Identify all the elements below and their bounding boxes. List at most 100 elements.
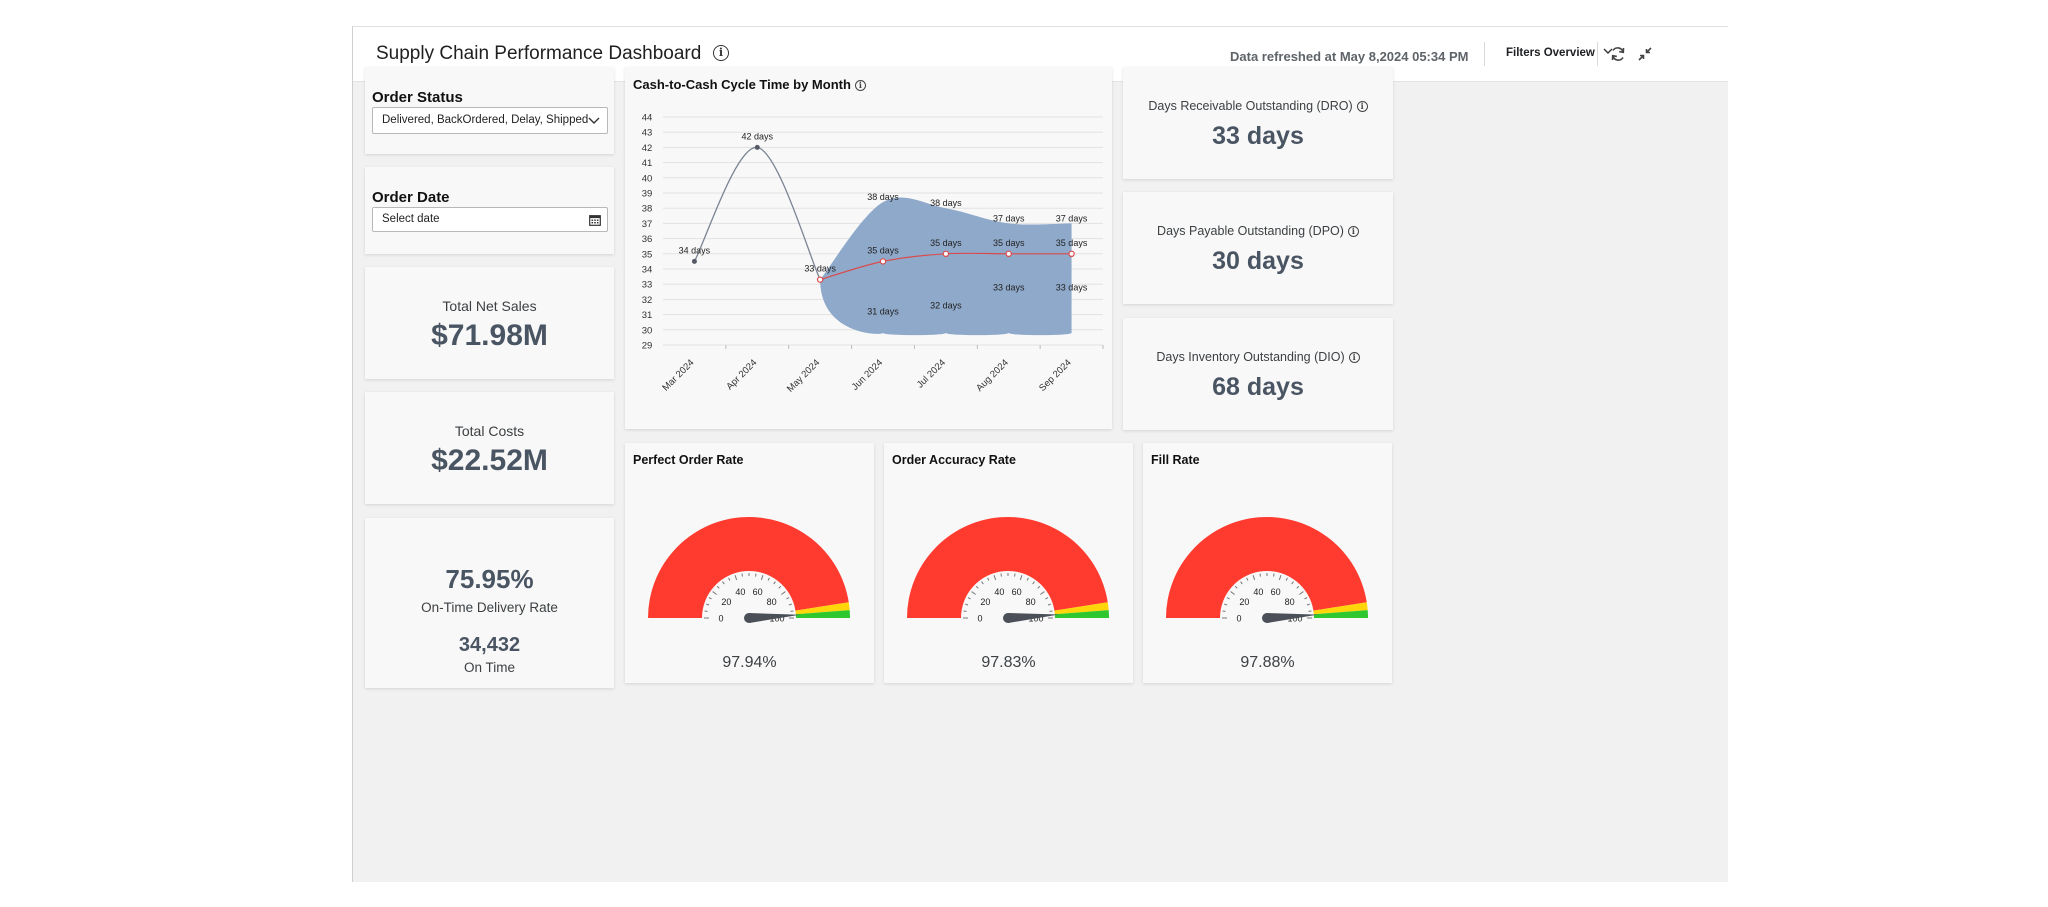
dio-card: Days Inventory Outstanding (DIO) i 68 day… (1123, 318, 1393, 430)
gauge-tick-label: 20 (980, 597, 990, 607)
perfect-order-rate-value: 97.94% (722, 654, 777, 671)
x-tick-label: Jun 2024 (850, 357, 885, 392)
refresh-icon[interactable] (1608, 44, 1628, 64)
on-time-count-value: 34,432 (458, 634, 521, 656)
gauge-tick-mark (971, 591, 976, 595)
dio-label-text: Days Inventory Outstanding (DIO) (1156, 350, 1345, 364)
order-status-filter-card: Order Status Delivered, BackOrdered, Del… (365, 67, 614, 154)
gauge-tick-label: 20 (721, 597, 731, 607)
header-divider (1484, 42, 1485, 66)
gauge-tick-mark (1234, 585, 1238, 589)
gauge-tick-label: 40 (1253, 587, 1263, 597)
dio-label: Days Inventory Outstanding (DIO) i (1123, 350, 1393, 364)
actual-data-label: 34 days (679, 245, 711, 255)
actual-point (691, 258, 697, 264)
order-status-value: Delivered, BackOrdered, Delay, Shipped (382, 114, 589, 126)
order-accuracy-rate-gauge: 0 20 40 60 80 100 (907, 517, 1109, 624)
dpo-label: Days Payable Outstanding (DPO) i (1123, 224, 1393, 238)
forecast-upper-label: 37 days (1056, 213, 1088, 223)
forecast-lower-label: 32 days (930, 300, 962, 310)
chevron-down-icon (588, 117, 600, 124)
info-icon[interactable]: i (1348, 352, 1360, 363)
gauge-tick-mark (1278, 575, 1282, 581)
order-date-input[interactable]: Select date (372, 207, 608, 232)
gauge-tick-mark (1226, 597, 1230, 600)
forecast-lower-label: 33 days (993, 282, 1025, 292)
gauge-tick-mark (760, 575, 764, 581)
x-tick-label: May 2024 (785, 357, 822, 394)
gauge-tick-label: 0 (718, 614, 723, 624)
gauge-tick-mark (722, 581, 725, 585)
forecast-data-label: 35 days (930, 238, 962, 248)
gauge-tick-mark (1026, 577, 1029, 581)
forecast-point (879, 258, 887, 265)
forecast-point (1005, 250, 1012, 257)
y-tick-label: 40 (642, 173, 653, 184)
y-tick-label: 30 (642, 325, 653, 336)
dro-label: Days Receivable Outstanding (DRO) i (1123, 99, 1393, 113)
fill-rate-value: 97.88% (1240, 654, 1295, 671)
calendar-icon[interactable] (589, 214, 601, 226)
gauge-tick-mark (1240, 581, 1243, 585)
forecast-lower-label: 31 days (867, 306, 899, 316)
y-tick-label: 44 (642, 113, 653, 124)
gauge-tick-mark (967, 597, 971, 600)
cash-cycle-chart-title: Cash-to-Cash Cycle Time by Month i (633, 77, 866, 92)
y-tick-label: 42 (642, 143, 653, 154)
gauge-band (1054, 610, 1109, 618)
cash-cycle-chart-card: Cash-to-Cash Cycle Time by Month i 29 30 31… (625, 67, 1112, 429)
total-costs-card: Total Costs $22.52M (365, 392, 614, 504)
chevron-down-icon (1603, 48, 1613, 54)
forecast-point (816, 276, 824, 283)
dashboard-window: Supply Chain Performance Dashboard i Dat… (352, 26, 1728, 882)
total-net-sales-card: Total Net Sales $71.98M (365, 267, 614, 379)
gauge-tick-mark (778, 585, 782, 589)
forecast-data-label: 35 days (993, 238, 1025, 248)
gauge-band (795, 610, 850, 618)
dpo-label-text: Days Payable Outstanding (DPO) (1157, 224, 1344, 238)
gauge-needle-hub (1262, 613, 1272, 623)
info-icon[interactable]: i (1347, 226, 1359, 237)
gauge-needle (1266, 613, 1318, 623)
gauge-tick-mark (734, 575, 738, 581)
filters-overview-button[interactable]: Filters Overview (1506, 47, 1613, 59)
gauge-needle (1007, 613, 1059, 623)
gauge-tick-label: 60 (1012, 587, 1022, 597)
info-icon[interactable]: i (1356, 101, 1368, 112)
gauge-tick-label: 0 (1236, 614, 1241, 624)
order-accuracy-rate-value: 97.83% (981, 654, 1036, 671)
y-tick-label: 43 (642, 128, 653, 139)
forecast-data-label: 35 days (1056, 238, 1088, 248)
actual-series-line (693, 146, 821, 280)
info-icon[interactable]: i (854, 80, 866, 91)
y-tick-label: 41 (642, 158, 653, 169)
x-tick-label: Apr 2024 (724, 357, 759, 392)
dro-card: Days Receivable Outstanding (DRO) i 33 da… (1123, 67, 1393, 179)
info-icon[interactable]: i (713, 45, 729, 61)
collapse-icon[interactable] (1635, 44, 1655, 64)
header-divider (1597, 42, 1598, 66)
on-time-count-label: On Time (463, 660, 515, 675)
cash-cycle-chart-title-text: Cash-to-Cash Cycle Time by Month (633, 77, 851, 92)
gauge-tick-mark (716, 585, 720, 589)
gauge-tick-label: 40 (994, 587, 1004, 597)
gauge-tick-mark (708, 597, 712, 600)
gauge-band (795, 602, 850, 615)
y-tick-label: 33 (642, 280, 653, 291)
gauge-tick-mark (788, 603, 792, 606)
x-tick-label: Jul 2024 (915, 357, 948, 390)
on-time-delivery-rate-label: On-Time Delivery Rate (421, 600, 558, 615)
gauge-tick-mark (781, 591, 786, 595)
gauge-band (1054, 602, 1109, 615)
cash-cycle-chart: 29 30 31 32 33 34 35 36 37 38 39 40 41 42 43 44 Mar 2024… (642, 113, 1104, 395)
gauge-tick-mark (1224, 603, 1228, 606)
forecast-data-label: 35 days (867, 245, 899, 255)
gauge-tick-label: 60 (753, 587, 763, 597)
gauge-needle-hub (1003, 613, 1013, 623)
gauge-tick-mark (712, 591, 717, 595)
y-tick-label: 32 (642, 295, 653, 306)
forecast-point (1068, 250, 1075, 257)
order-status-select[interactable]: Delivered, BackOrdered, Delay, Shipped (372, 107, 608, 134)
total-costs-value: $22.52M (431, 444, 548, 477)
gauge-tick-mark (1304, 597, 1308, 600)
